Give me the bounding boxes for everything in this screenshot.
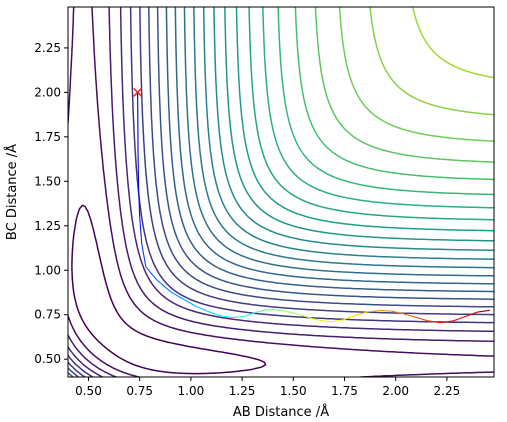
contour-level (68, 7, 494, 377)
x-tick-label: 1.00 (178, 384, 205, 398)
trajectory-segment (342, 315, 355, 321)
trajectory-segment (141, 243, 147, 267)
contour-level (248, 7, 494, 221)
y-tick-label: 1.75 (34, 130, 61, 144)
plot-frame (67, 6, 495, 378)
trajectory-segment (416, 316, 429, 322)
trajectory-segment (207, 310, 220, 317)
trajectory-line (137, 92, 490, 324)
contour-level (369, 7, 494, 116)
trajectory-segment (452, 316, 466, 322)
trajectory-segment (391, 310, 405, 315)
trajectory-segment (379, 309, 392, 312)
contour-level (68, 7, 494, 377)
contour-level (294, 7, 494, 181)
trajectory-segment (219, 315, 232, 318)
contour-level (213, 7, 494, 251)
trajectory-segment (403, 313, 417, 318)
trajectory-segment (366, 309, 380, 313)
y-tick-label: 1.00 (34, 263, 61, 277)
contour-level (193, 7, 494, 269)
trajectory-segment (305, 315, 319, 321)
contour-level (202, 7, 494, 260)
y-tick-label: 1.50 (34, 174, 61, 188)
y-tick-label: 2.25 (34, 41, 61, 55)
trajectory-segment (280, 309, 294, 314)
y-axis-ticks: 0.50 0.75 1.00 1.25 1.50 1.75 2.00 2.25 (34, 41, 68, 366)
start-marker (133, 87, 143, 97)
contour-level (68, 7, 494, 377)
trajectory-segment (231, 315, 245, 318)
trajectory-segment (465, 311, 478, 318)
y-tick-label: 1.25 (34, 219, 61, 233)
trajectory-segment (170, 291, 183, 300)
contour-level (183, 7, 494, 277)
trajectory-segment (138, 190, 141, 217)
trajectory-segment (354, 311, 368, 317)
contour-level (68, 7, 494, 377)
trajectory-segment (256, 308, 269, 313)
contour-level (262, 7, 494, 209)
trajectory-segment (440, 320, 454, 324)
x-tick-label: 1.50 (280, 384, 307, 398)
x-tick-label: 2.00 (382, 384, 409, 398)
trajectory-segment (477, 309, 490, 313)
trajectory-segment (330, 319, 343, 323)
trajectory-segment (139, 216, 143, 244)
x-tick-label: 1.25 (229, 384, 256, 398)
trajectory-segment (293, 312, 306, 318)
contour-level (411, 7, 494, 79)
x-axis-ticks: 0.50 0.75 1.00 1.25 1.50 1.75 2.00 2.25 (75, 377, 460, 398)
contour-level (68, 7, 494, 377)
contour-level (235, 7, 494, 232)
trajectory-segment (137, 154, 140, 191)
y-tick-label: 0.75 (34, 308, 61, 322)
trajectory-segment (194, 305, 208, 312)
x-tick-label: 1.75 (331, 384, 358, 398)
trajectory-segment (182, 298, 196, 307)
x-axis-label: AB Distance /Å (233, 404, 329, 420)
start-x-marker (133, 87, 143, 97)
y-tick-label: 0.50 (34, 352, 61, 366)
contour-level (68, 7, 494, 377)
contour-lines (68, 7, 494, 377)
x-tick-label: 2.25 (434, 384, 461, 398)
contour-level (71, 204, 267, 375)
trajectory-segment (243, 311, 257, 318)
contour-level (174, 7, 494, 285)
trajectory-segment (268, 308, 282, 311)
contour-level (338, 7, 494, 142)
contour-level (224, 7, 494, 242)
y-axis-label: BC Distance /Å (4, 144, 20, 240)
contour-level (68, 7, 494, 377)
contour-level (314, 7, 494, 163)
x-tick-label: 0.75 (126, 384, 153, 398)
x-tick-label: 0.50 (75, 384, 102, 398)
trajectory-segment (145, 266, 157, 280)
trajectory-segment (317, 319, 331, 323)
trajectory-segment (155, 278, 171, 293)
contour-level (277, 7, 494, 196)
y-tick-label: 2.00 (34, 85, 61, 99)
trajectory-segment (428, 320, 441, 324)
